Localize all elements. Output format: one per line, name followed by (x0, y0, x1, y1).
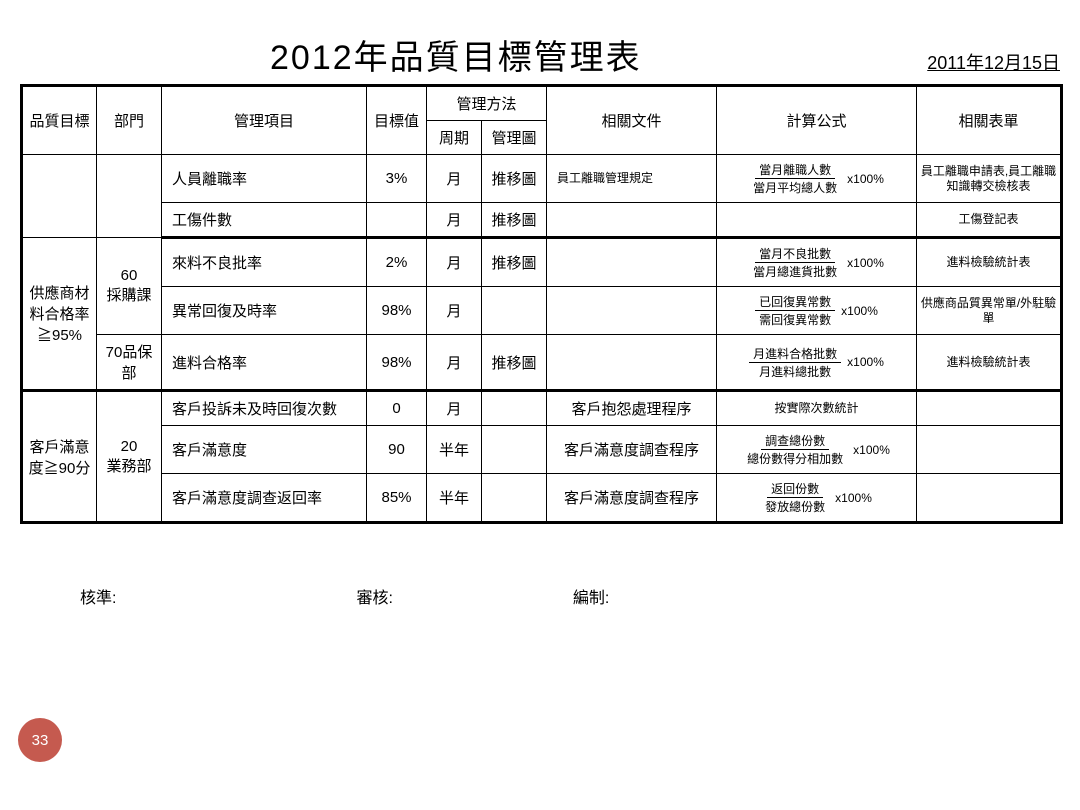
cell-dept: 70品保部 (97, 335, 162, 391)
cell-item: 人員離職率 (162, 155, 367, 203)
review-label: 審核: (356, 584, 392, 608)
cell-formula: 月進料合格批數月進料總批數 x100% (717, 335, 917, 391)
header-method: 管理方法 (427, 86, 547, 121)
cell-form (917, 426, 1062, 474)
table-row: 工傷件數 月 推移圖 工傷登記表 (22, 203, 1062, 238)
cell-cycle: 月 (427, 238, 482, 287)
cell-form: 員工離職申請表,員工離職 知識轉交檢核表 (917, 155, 1062, 203)
cell-cycle: 月 (427, 203, 482, 238)
cell-goal: 供應商材料合格率≧95% (22, 238, 97, 391)
cell-formula: 按實際次數統計 (717, 391, 917, 426)
cell-chart (482, 287, 547, 335)
cell-cycle: 月 (427, 335, 482, 391)
table-row: 客戶滿意度≧90分 20 業務部 客戶投訴未及時回復次數 0 月 客戶抱怨處理程… (22, 391, 1062, 426)
cell-form: 供應商品質異常單/外駐驗 單 (917, 287, 1062, 335)
cell-target: 90 (367, 426, 427, 474)
table-row: 客戶滿意度 90 半年 客戶滿意度調查程序 調查總份數總份數得分相加數 x100… (22, 426, 1062, 474)
cell-target: 85% (367, 474, 427, 523)
cell-dept: 60 採購課 (97, 238, 162, 335)
cell-form (917, 391, 1062, 426)
cell-cycle: 月 (427, 391, 482, 426)
header-goal: 品質目標 (22, 86, 97, 155)
cell-formula: 當月離職人數當月平均總人數 x100% (717, 155, 917, 203)
cell-item: 客戶滿意度 (162, 426, 367, 474)
cell-cycle: 半年 (427, 474, 482, 523)
cell-cycle: 月 (427, 155, 482, 203)
cell-target: 2% (367, 238, 427, 287)
cell-doc: 員工離職管理規定 (547, 155, 717, 203)
header-formula: 計算公式 (717, 86, 917, 155)
cell-item: 異常回復及時率 (162, 287, 367, 335)
cell-doc: 客戶抱怨處理程序 (547, 391, 717, 426)
cell-cycle: 半年 (427, 426, 482, 474)
header-chart: 管理圖 (482, 121, 547, 155)
cell-item: 客戶投訴未及時回復次數 (162, 391, 367, 426)
header-cycle: 周期 (427, 121, 482, 155)
table-row: 客戶滿意度調查返回率 85% 半年 客戶滿意度調查程序 返回份數發放總份數 x1… (22, 474, 1062, 523)
cell-chart (482, 474, 547, 523)
cell-item: 進料合格率 (162, 335, 367, 391)
date-label: 2011年12月15日 (927, 49, 1060, 79)
cell-form: 工傷登記表 (917, 203, 1062, 238)
footer: 核準: 審核: 編制: (20, 584, 1060, 608)
page-number-badge: 33 (18, 718, 62, 762)
cell-dept: 20 業務部 (97, 391, 162, 523)
cell-doc (547, 335, 717, 391)
header-doc: 相關文件 (547, 86, 717, 155)
page-title: 2012年品質目標管理表 (270, 30, 642, 79)
cell-formula: 返回份數發放總份數 x100% (717, 474, 917, 523)
table-row: 70品保部 進料合格率 98% 月 推移圖 月進料合格批數月進料總批數 x100… (22, 335, 1062, 391)
cell-chart (482, 391, 547, 426)
quality-table: 品質目標 部門 管理項目 目標值 管理方法 相關文件 計算公式 相關表單 周期 … (20, 84, 1063, 524)
cell-doc: 客戶滿意度調查程序 (547, 474, 717, 523)
header-target: 目標值 (367, 86, 427, 155)
cell-formula: 已回復異常數需回復異常數 x100% (717, 287, 917, 335)
cell-doc (547, 287, 717, 335)
compile-label: 編制: (573, 584, 609, 608)
cell-doc: 客戶滿意度調查程序 (547, 426, 717, 474)
cell-chart: 推移圖 (482, 335, 547, 391)
cell-form: 進料檢驗統計表 (917, 335, 1062, 391)
cell-item: 來料不良批率 (162, 238, 367, 287)
cell-target: 98% (367, 335, 427, 391)
table-row: 供應商材料合格率≧95% 60 採購課 來料不良批率 2% 月 推移圖 當月不良… (22, 238, 1062, 287)
cell-target: 98% (367, 287, 427, 335)
cell-chart: 推移圖 (482, 155, 547, 203)
header-form: 相關表單 (917, 86, 1062, 155)
cell-chart: 推移圖 (482, 238, 547, 287)
header-dept: 部門 (97, 86, 162, 155)
cell-formula (717, 203, 917, 238)
cell-goal: 客戶滿意度≧90分 (22, 391, 97, 523)
approve-label: 核準: (80, 584, 116, 608)
cell-doc (547, 203, 717, 238)
header-item: 管理項目 (162, 86, 367, 155)
cell-form (917, 474, 1062, 523)
cell-formula: 當月不良批數當月總進貨批數 x100% (717, 238, 917, 287)
cell-item: 客戶滿意度調查返回率 (162, 474, 367, 523)
cell-cycle: 月 (427, 287, 482, 335)
cell-target: 0 (367, 391, 427, 426)
cell-doc (547, 238, 717, 287)
cell-formula: 調查總份數總份數得分相加數 x100% (717, 426, 917, 474)
cell-chart (482, 426, 547, 474)
cell-target (367, 203, 427, 238)
cell-chart: 推移圖 (482, 203, 547, 238)
table-row: 人員離職率 3% 月 推移圖 員工離職管理規定 當月離職人數當月平均總人數 x1… (22, 155, 1062, 203)
cell-form: 進料檢驗統計表 (917, 238, 1062, 287)
table-row: 異常回復及時率 98% 月 已回復異常數需回復異常數 x100% 供應商品質異常… (22, 287, 1062, 335)
cell-item: 工傷件數 (162, 203, 367, 238)
cell-target: 3% (367, 155, 427, 203)
